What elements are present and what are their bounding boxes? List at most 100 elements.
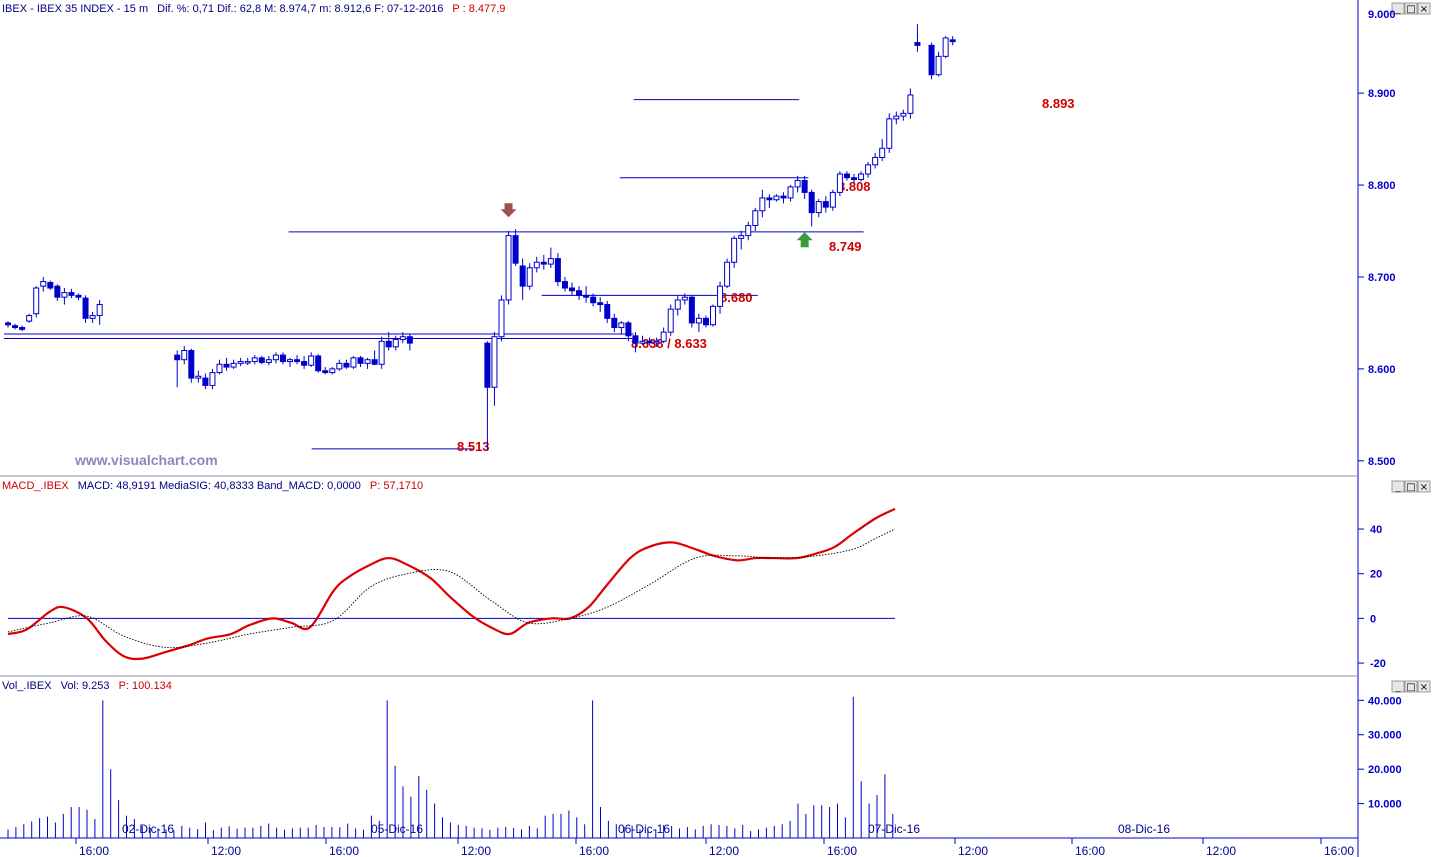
candle-body	[505, 235, 512, 301]
candle-body	[815, 201, 822, 214]
vol-header-last: P: 100.134	[119, 680, 172, 692]
x-tick-label: 16:00	[79, 844, 109, 857]
price-tick-label: 9.000	[1368, 9, 1396, 21]
window-button-2-1[interactable]	[1404, 680, 1418, 693]
candle-body	[223, 363, 230, 368]
price-header: IBEX - IBEX 35 INDEX - 15 m Dif. %: 0,71…	[2, 3, 505, 15]
vol-tick-label: 20.000	[1368, 764, 1402, 776]
window-button-1-0[interactable]	[1391, 480, 1405, 493]
candle-body	[872, 156, 879, 166]
candle-body	[540, 261, 547, 265]
candle-body	[484, 342, 491, 388]
candle-body	[724, 261, 731, 287]
candle-body	[12, 325, 19, 329]
candle-body	[47, 281, 54, 289]
level-label: 8.893	[1042, 96, 1075, 111]
price-header-last: P : 8.477,9	[452, 3, 505, 15]
candle-body	[343, 362, 350, 368]
candle-body	[674, 299, 681, 310]
window-button-0-1[interactable]	[1404, 2, 1418, 15]
x-tick-label: 12:00	[709, 844, 739, 857]
candle-body	[576, 290, 583, 296]
x-tick-label: 12:00	[958, 844, 988, 857]
x-tick-label: 16:00	[329, 844, 359, 857]
candle-body	[611, 317, 618, 329]
candle-body	[738, 235, 745, 239]
window-button-1-2[interactable]	[1417, 480, 1431, 493]
level-label: 8.808	[838, 179, 871, 194]
candle-body	[942, 37, 949, 57]
candle-body	[808, 191, 815, 214]
candle-body	[900, 112, 907, 117]
candle-body	[829, 191, 836, 208]
candle-body	[406, 336, 413, 344]
window-button-glyph: _	[1395, 682, 1402, 693]
date-label: 07-Dic-16	[868, 822, 920, 836]
candle-body	[174, 354, 181, 361]
candle-body	[61, 292, 68, 298]
candle-body	[836, 173, 843, 193]
volume-bars	[7, 696, 894, 838]
candle-body	[702, 317, 709, 326]
candle-body	[660, 331, 667, 342]
candle-body	[181, 350, 188, 361]
window-button-glyph: _	[1395, 4, 1402, 15]
candle-body	[237, 361, 244, 364]
candle-body	[68, 292, 75, 296]
candle-body	[322, 370, 329, 374]
candle-body	[519, 265, 526, 287]
x-tick-label: 16:00	[579, 844, 609, 857]
candle-body	[731, 237, 738, 263]
candle-body	[886, 118, 893, 149]
candle-body	[533, 261, 540, 269]
candle-body	[639, 340, 646, 344]
candle-body	[244, 361, 251, 364]
window-button-2-2[interactable]	[1417, 680, 1431, 693]
candle-body	[294, 359, 301, 363]
candle-body	[646, 340, 653, 344]
candle-body	[498, 299, 505, 338]
x-tick-label: 12:00	[211, 844, 241, 857]
candle-body	[385, 340, 392, 348]
candle-body	[230, 362, 237, 368]
window-button-0-2[interactable]	[1417, 2, 1431, 15]
candle-body	[392, 338, 399, 348]
candle-body	[949, 39, 956, 43]
candle-body	[632, 335, 639, 344]
candle-body	[279, 354, 286, 363]
candle-body	[89, 315, 96, 319]
candle-body	[526, 267, 533, 287]
candle-body	[491, 336, 498, 388]
window-button-0-0[interactable]	[1391, 2, 1405, 15]
candle-body	[604, 304, 611, 319]
candle-body	[569, 287, 575, 292]
candle-body	[625, 322, 632, 337]
candle-body	[357, 357, 364, 364]
date-label: 08-Dic-16	[1118, 822, 1170, 836]
candle-body	[265, 359, 272, 363]
level-label: 8.749	[829, 239, 862, 254]
candle-body	[40, 281, 47, 287]
date-label: 05-Dic-16	[371, 822, 423, 836]
candle-body	[554, 258, 561, 283]
window-button-glyph: □	[1406, 482, 1415, 493]
vol-tick-label: 40.000	[1368, 695, 1402, 707]
candle-body	[667, 308, 674, 333]
window-buttons: _ □ × _ □ × _ □ ×	[1391, 2, 1431, 693]
candle-body	[766, 197, 773, 201]
candle-body	[695, 317, 702, 324]
candle-body	[907, 94, 914, 114]
macd-tick-label: 40	[1370, 524, 1382, 536]
macd-header-name: MACD_.IBEX	[2, 480, 69, 492]
window-button-1-1[interactable]	[1404, 480, 1418, 493]
price-header-stats: Dif. %: 0,71 Dif.: 62,8 M: 8.974,7 m: 8.…	[157, 3, 443, 15]
candles	[5, 24, 956, 450]
candle-body	[780, 195, 787, 199]
candle-body	[371, 359, 378, 365]
candle-body	[5, 322, 11, 326]
candle-body	[843, 173, 850, 179]
candle-body	[597, 302, 604, 306]
candle-body	[583, 294, 590, 298]
window-button-2-0[interactable]	[1391, 680, 1405, 693]
